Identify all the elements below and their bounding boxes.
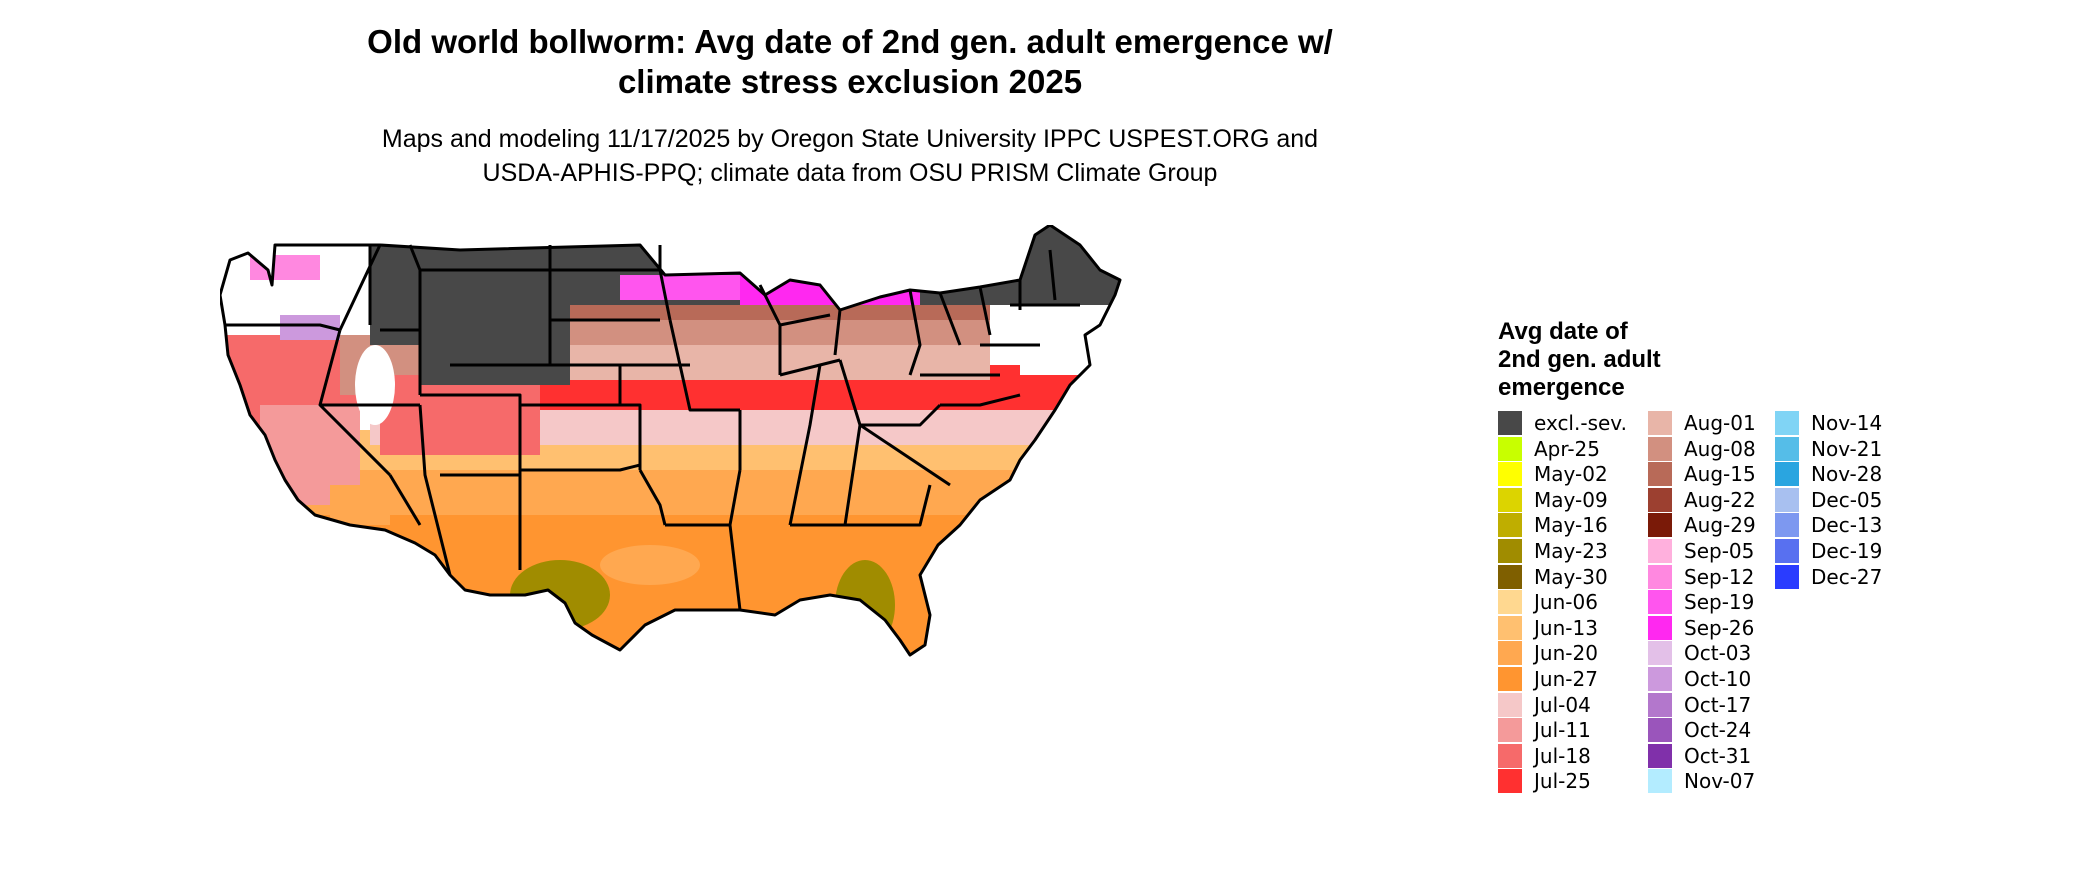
state-boundaries bbox=[220, 225, 1122, 657]
legend-swatch bbox=[1498, 615, 1522, 640]
legend-label: Aug-29 bbox=[1684, 513, 1756, 538]
legend-title-line-2: 2nd gen. adult bbox=[1498, 346, 1661, 373]
us-map bbox=[220, 225, 1122, 657]
legend-swatch bbox=[1498, 564, 1522, 589]
legend-swatch bbox=[1498, 692, 1522, 717]
legend-swatch bbox=[1648, 590, 1672, 615]
legend-label: Aug-08 bbox=[1684, 436, 1756, 461]
legend-label: Aug-22 bbox=[1684, 487, 1756, 512]
legend-label: Jul-25 bbox=[1534, 769, 1591, 794]
legend-swatch bbox=[1648, 769, 1672, 794]
legend-swatch bbox=[1498, 666, 1522, 691]
legend-label: May-30 bbox=[1534, 564, 1608, 589]
legend-label: May-02 bbox=[1534, 462, 1608, 487]
legend-swatch bbox=[1648, 487, 1672, 512]
legend-title-line-1: Avg date of bbox=[1498, 318, 1628, 345]
legend-swatch bbox=[1498, 462, 1522, 487]
legend-label: Nov-21 bbox=[1811, 436, 1883, 461]
legend-swatch bbox=[1498, 590, 1522, 615]
legend-swatch bbox=[1498, 513, 1522, 538]
legend-swatch bbox=[1648, 743, 1672, 768]
legend-label: Aug-01 bbox=[1684, 411, 1756, 435]
legend-label: Jun-27 bbox=[1534, 666, 1598, 691]
legend-label: Nov-07 bbox=[1684, 769, 1756, 794]
legend-swatch bbox=[1648, 718, 1672, 743]
legend-label: Nov-14 bbox=[1811, 411, 1883, 435]
legend-swatch bbox=[1648, 538, 1672, 563]
legend-label: Jun-20 bbox=[1534, 641, 1598, 666]
legend-swatch bbox=[1498, 769, 1522, 794]
title-line-2: climate stress exclusion 2025 bbox=[617, 63, 1083, 100]
legend-label: Oct-31 bbox=[1684, 743, 1752, 768]
legend-label: Jun-13 bbox=[1534, 615, 1598, 640]
legend-swatch bbox=[1498, 641, 1522, 666]
legend-swatch bbox=[1648, 564, 1672, 589]
legend-title: Avg date of 2nd gen. adult emergence bbox=[1498, 318, 1738, 402]
legend-swatch bbox=[1648, 615, 1672, 640]
legend-label: excl.-sev. bbox=[1534, 411, 1627, 435]
legend-swatch bbox=[1775, 538, 1799, 563]
legend-label: Dec-05 bbox=[1811, 487, 1883, 512]
legend-label: Oct-24 bbox=[1684, 718, 1752, 743]
legend-label: Oct-17 bbox=[1684, 692, 1752, 717]
legend-swatch bbox=[1775, 487, 1799, 512]
legend-label: Jul-04 bbox=[1534, 692, 1591, 717]
legend-swatch bbox=[1648, 692, 1672, 717]
legend-label: Sep-19 bbox=[1684, 590, 1755, 615]
legend-swatch bbox=[1648, 411, 1672, 435]
legend-label: Jun-06 bbox=[1534, 590, 1598, 615]
map-subtitle: Maps and modeling 11/17/2025 by Oregon S… bbox=[250, 122, 1450, 190]
legend-label: Apr-25 bbox=[1534, 436, 1600, 461]
legend-swatch bbox=[1498, 718, 1522, 743]
legend-swatch bbox=[1775, 564, 1799, 589]
legend-label: Dec-13 bbox=[1811, 513, 1883, 538]
legend-label: Dec-27 bbox=[1811, 564, 1883, 589]
legend-label: Aug-15 bbox=[1684, 462, 1756, 487]
legend-label: Jul-11 bbox=[1534, 718, 1591, 743]
legend-title-line-3: emergence bbox=[1498, 374, 1625, 401]
legend-label: Sep-26 bbox=[1684, 615, 1755, 640]
legend-label: May-09 bbox=[1534, 487, 1608, 512]
phenology-raster bbox=[220, 225, 1120, 655]
legend-swatch bbox=[1648, 513, 1672, 538]
legend-swatch bbox=[1648, 641, 1672, 666]
subtitle-line-2: USDA-APHIS-PPQ; climate data from OSU PR… bbox=[482, 159, 1218, 187]
legend-swatch bbox=[1648, 462, 1672, 487]
legend-label: Oct-03 bbox=[1684, 641, 1752, 666]
legend-swatch bbox=[1775, 513, 1799, 538]
title-line-1: Old world bollworm: Avg date of 2nd gen.… bbox=[367, 23, 1333, 60]
legend-swatch bbox=[1498, 538, 1522, 563]
legend-label: Dec-19 bbox=[1811, 538, 1883, 563]
legend-label: Jul-18 bbox=[1534, 743, 1591, 768]
legend-swatch bbox=[1498, 487, 1522, 512]
legend-swatch bbox=[1648, 436, 1672, 461]
legend-swatch bbox=[1648, 666, 1672, 691]
legend-swatch bbox=[1775, 411, 1799, 435]
legend-label: Oct-10 bbox=[1684, 666, 1752, 691]
legend-label: May-16 bbox=[1534, 513, 1608, 538]
legend-swatch bbox=[1498, 743, 1522, 768]
legend-label: Nov-28 bbox=[1811, 462, 1883, 487]
legend-swatch bbox=[1498, 411, 1522, 435]
legend-swatch bbox=[1775, 462, 1799, 487]
legend-swatch bbox=[1775, 436, 1799, 461]
map-title: Old world bollworm: Avg date of 2nd gen.… bbox=[250, 22, 1450, 102]
legend-label: May-23 bbox=[1534, 538, 1608, 563]
legend-label: Sep-12 bbox=[1684, 564, 1755, 589]
subtitle-line-1: Maps and modeling 11/17/2025 by Oregon S… bbox=[381, 125, 1319, 153]
legend-swatch bbox=[1498, 436, 1522, 461]
legend-label: Sep-05 bbox=[1684, 538, 1755, 563]
